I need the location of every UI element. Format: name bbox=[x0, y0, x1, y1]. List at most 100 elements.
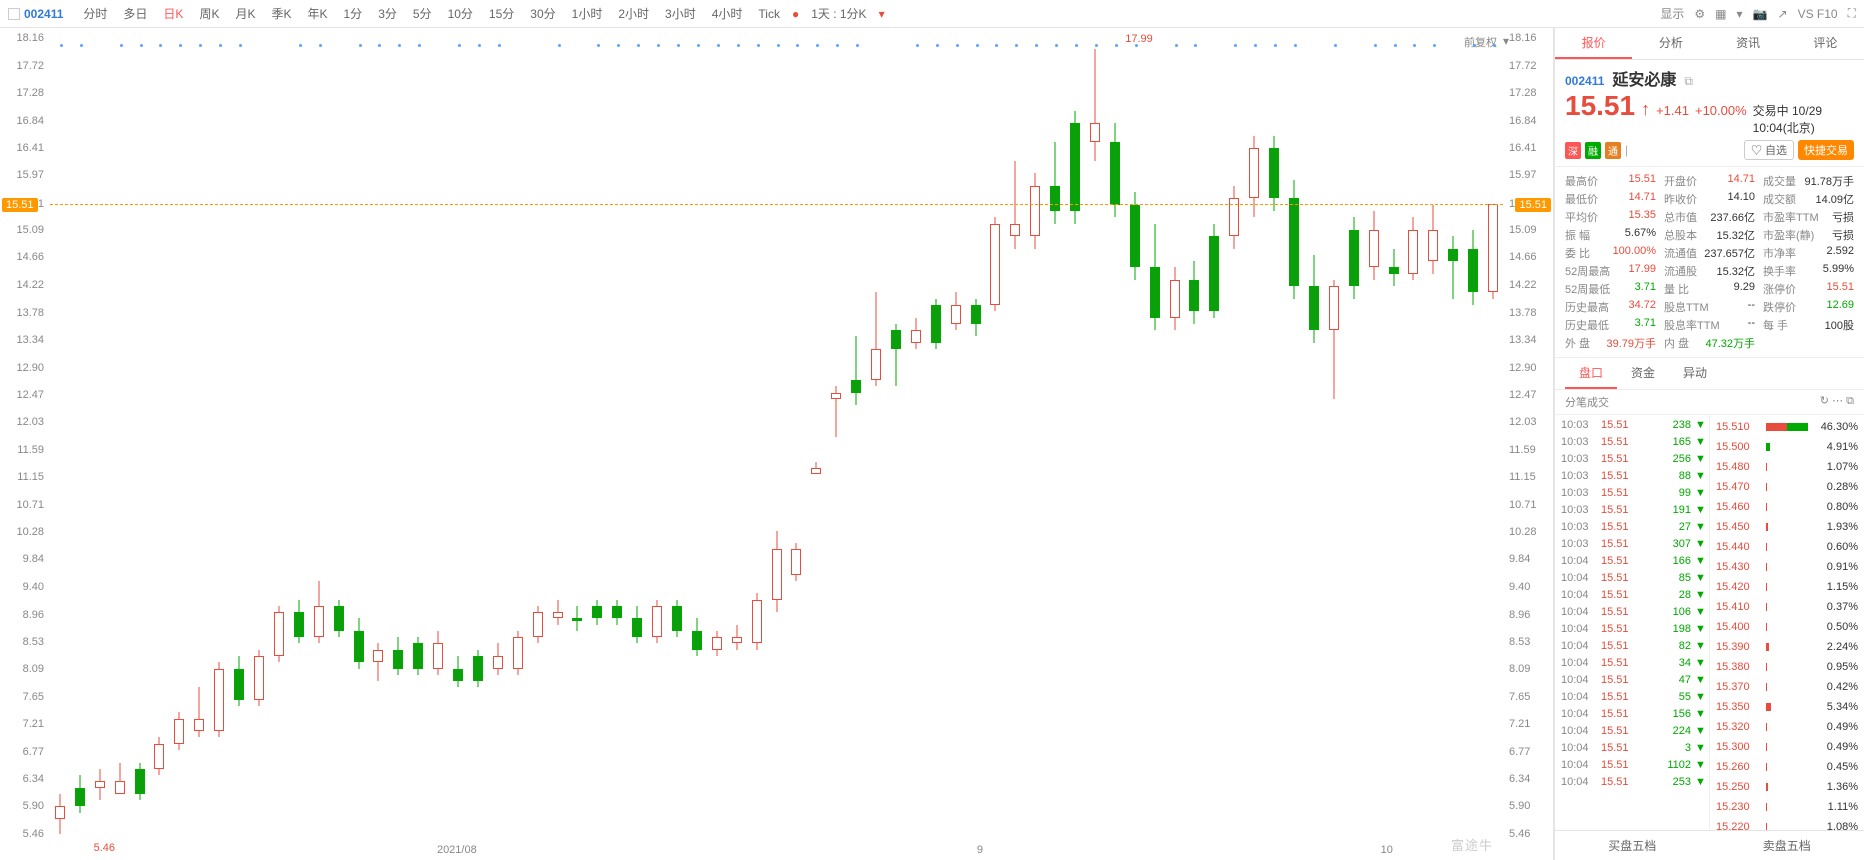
candle[interactable] bbox=[791, 38, 801, 834]
tab-报价[interactable]: 报价 bbox=[1555, 28, 1632, 59]
candle[interactable] bbox=[1349, 38, 1359, 834]
candle[interactable] bbox=[592, 38, 602, 834]
vs-f10[interactable]: VS F10 bbox=[1798, 7, 1838, 21]
timeframe-季K[interactable]: 季K bbox=[263, 7, 299, 21]
candle[interactable] bbox=[692, 38, 702, 834]
timeframe-周K[interactable]: 周K bbox=[191, 7, 227, 21]
tab-分析[interactable]: 分析 bbox=[1632, 28, 1709, 59]
timeframe-年K[interactable]: 年K bbox=[299, 7, 335, 21]
timeframe-3小时[interactable]: 3小时 bbox=[657, 7, 704, 21]
camera-icon[interactable]: 📷 bbox=[1753, 7, 1768, 21]
candle[interactable] bbox=[174, 38, 184, 834]
candle[interactable] bbox=[1010, 38, 1020, 834]
timeframe-2小时[interactable]: 2小时 bbox=[610, 7, 657, 21]
candle[interactable] bbox=[1408, 38, 1418, 834]
candle[interactable] bbox=[612, 38, 622, 834]
timeframe-3分[interactable]: 3分 bbox=[370, 7, 405, 21]
timeframe-分时[interactable]: 分时 bbox=[75, 7, 115, 21]
candle[interactable] bbox=[373, 38, 383, 834]
candle[interactable] bbox=[951, 38, 961, 834]
candle[interactable] bbox=[1130, 38, 1140, 834]
tab-评论[interactable]: 评论 bbox=[1787, 28, 1864, 59]
candle[interactable] bbox=[1468, 38, 1478, 834]
candle[interactable] bbox=[214, 38, 224, 834]
candle[interactable] bbox=[752, 38, 762, 834]
timeframe-1分[interactable]: 1分 bbox=[336, 7, 371, 21]
candle[interactable] bbox=[334, 38, 344, 834]
timeframe-5分[interactable]: 5分 bbox=[405, 7, 440, 21]
timeframe-1小时[interactable]: 1小时 bbox=[564, 7, 611, 21]
candle[interactable] bbox=[1170, 38, 1180, 834]
share-icon[interactable]: ↗ bbox=[1778, 7, 1788, 21]
candle[interactable] bbox=[533, 38, 543, 834]
timeframe-30分[interactable]: 30分 bbox=[522, 7, 563, 21]
foot-tab[interactable]: 卖盘五档 bbox=[1710, 831, 1864, 860]
subtab-异动[interactable]: 异动 bbox=[1669, 358, 1721, 389]
candle[interactable] bbox=[1309, 38, 1319, 834]
candle[interactable] bbox=[672, 38, 682, 834]
candle[interactable] bbox=[1209, 38, 1219, 834]
refresh-icon[interactable]: ↻ bbox=[1820, 395, 1829, 407]
candle[interactable] bbox=[1448, 38, 1458, 834]
candle[interactable] bbox=[513, 38, 523, 834]
grid-icon[interactable]: ▦ bbox=[1715, 7, 1726, 21]
candle[interactable] bbox=[1289, 38, 1299, 834]
candle[interactable] bbox=[1050, 38, 1060, 834]
timeframe-多日[interactable]: 多日 bbox=[115, 7, 155, 21]
candle[interactable] bbox=[931, 38, 941, 834]
period-selector[interactable]: 1天 : 1分K bbox=[803, 5, 874, 22]
candle[interactable] bbox=[354, 38, 364, 834]
timeframe-15分[interactable]: 15分 bbox=[481, 7, 522, 21]
candle[interactable] bbox=[772, 38, 782, 834]
candle[interactable] bbox=[891, 38, 901, 834]
candle[interactable] bbox=[1269, 38, 1279, 834]
candle[interactable] bbox=[553, 38, 563, 834]
candle[interactable] bbox=[274, 38, 284, 834]
candle[interactable] bbox=[971, 38, 981, 834]
fullscreen-icon[interactable]: ⛶ bbox=[1848, 6, 1856, 21]
candle[interactable] bbox=[234, 38, 244, 834]
display-label[interactable]: 显示 bbox=[1660, 5, 1684, 22]
candle[interactable] bbox=[55, 38, 65, 834]
candle[interactable] bbox=[413, 38, 423, 834]
candle[interactable] bbox=[831, 38, 841, 834]
candle[interactable] bbox=[1389, 38, 1399, 834]
candle[interactable] bbox=[1329, 38, 1339, 834]
favorite-button[interactable]: ♡ 自选 bbox=[1744, 140, 1794, 160]
candle[interactable] bbox=[990, 38, 1000, 834]
candle[interactable] bbox=[1110, 38, 1120, 834]
candle[interactable] bbox=[453, 38, 463, 834]
candle[interactable] bbox=[632, 38, 642, 834]
candle[interactable] bbox=[1030, 38, 1040, 834]
subtab-盘口[interactable]: 盘口 bbox=[1565, 358, 1617, 389]
tab-资讯[interactable]: 资讯 bbox=[1710, 28, 1787, 59]
candle[interactable] bbox=[95, 38, 105, 834]
chart-area[interactable]: 前复权 ▾ 18.1617.7217.2816.8416.4115.9715.5… bbox=[0, 28, 1554, 860]
candle[interactable] bbox=[851, 38, 861, 834]
foot-tab[interactable]: 买盘五档 bbox=[1555, 831, 1710, 860]
candle[interactable] bbox=[1229, 38, 1239, 834]
timeframe-Tick[interactable]: Tick bbox=[750, 7, 788, 21]
candle[interactable] bbox=[393, 38, 403, 834]
candle[interactable] bbox=[294, 38, 304, 834]
candle[interactable] bbox=[154, 38, 164, 834]
candle[interactable] bbox=[1090, 38, 1100, 834]
candle[interactable] bbox=[732, 38, 742, 834]
stock-code[interactable]: 002411 bbox=[24, 7, 63, 21]
candle[interactable] bbox=[473, 38, 483, 834]
candle[interactable] bbox=[652, 38, 662, 834]
timeframe-10分[interactable]: 10分 bbox=[440, 7, 481, 21]
candle[interactable] bbox=[712, 38, 722, 834]
candle[interactable] bbox=[811, 38, 821, 834]
gear-icon[interactable]: ⚙ bbox=[1694, 7, 1705, 21]
timeframe-日K[interactable]: 日K bbox=[155, 7, 191, 21]
popout-icon[interactable]: ⧉ bbox=[1684, 74, 1693, 89]
candle[interactable] bbox=[115, 38, 125, 834]
candle[interactable] bbox=[1488, 38, 1498, 834]
candle[interactable] bbox=[1428, 38, 1438, 834]
candle[interactable] bbox=[135, 38, 145, 834]
candle[interactable] bbox=[254, 38, 264, 834]
more-icon[interactable]: ⋯ bbox=[1832, 395, 1843, 407]
candle[interactable] bbox=[911, 38, 921, 834]
popout-icon[interactable]: ⧉ bbox=[1846, 395, 1854, 407]
